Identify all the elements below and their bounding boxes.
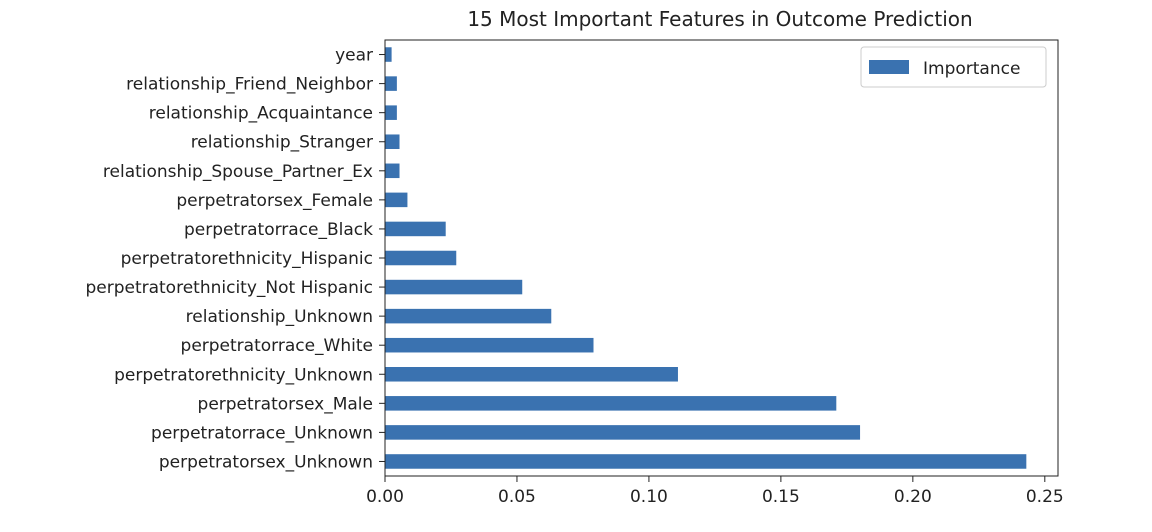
bar [385,308,552,324]
y-tick-label: relationship_Friend_Neighbor [126,75,373,95]
bar [385,454,1027,469]
bar [385,134,400,149]
x-tick-label: 0.25 [1026,487,1064,507]
bar [385,105,397,120]
bar [385,367,678,382]
bar [385,76,397,91]
y-tick-label: perpetratorrace_Black [184,220,373,240]
x-tick-label: 0.20 [894,487,932,507]
bar [385,425,861,440]
legend: Importance [860,46,1047,88]
bars-layer [385,47,1027,469]
legend-frame [860,46,1047,88]
x-tick-label: 0.10 [630,487,668,507]
axes-layer: year relationship_Friend_Neighbor relation… [85,39,1064,507]
y-tick-label: perpetratorethnicity_Unknown [114,365,373,385]
bar [385,192,408,208]
y-tick-label: perpetratorethnicity_Hispanic [121,249,373,269]
bar [385,250,457,266]
x-tick-label: 0.00 [366,487,404,507]
y-tick-label: perpetratorsex_Unknown [159,452,373,472]
y-tick-label: relationship_Unknown [186,307,373,327]
x-tick-label: 0.15 [762,487,800,507]
y-tick-label: perpetratorrace_Unknown [151,423,373,443]
y-tick-label: relationship_Acquaintance [149,104,373,124]
x-tick-label: 0.05 [498,487,536,507]
y-tick-label: perpetratorrace_White [181,336,373,356]
y-tick-label: year [335,46,373,66]
bar [385,221,446,237]
y-tick-label: relationship_Spouse_Partner_Ex [103,162,373,182]
plot-frame [384,39,1059,477]
bar [385,47,392,62]
y-tick-label: perpetratorsex_Male [198,394,373,414]
bar [385,337,594,353]
bar [385,279,523,295]
bar [385,163,400,179]
y-tick-label: perpetratorsex_Female [176,191,373,211]
bar [385,396,837,411]
legend-swatch [869,60,909,74]
chart-title: 15 Most Important Features in Outcome Pr… [467,7,972,31]
legend-label-importance: Importance [923,59,1020,79]
y-tick-label: perpetratorethnicity_Not Hispanic [85,278,373,298]
y-tick-label: relationship_Stranger [191,133,373,153]
